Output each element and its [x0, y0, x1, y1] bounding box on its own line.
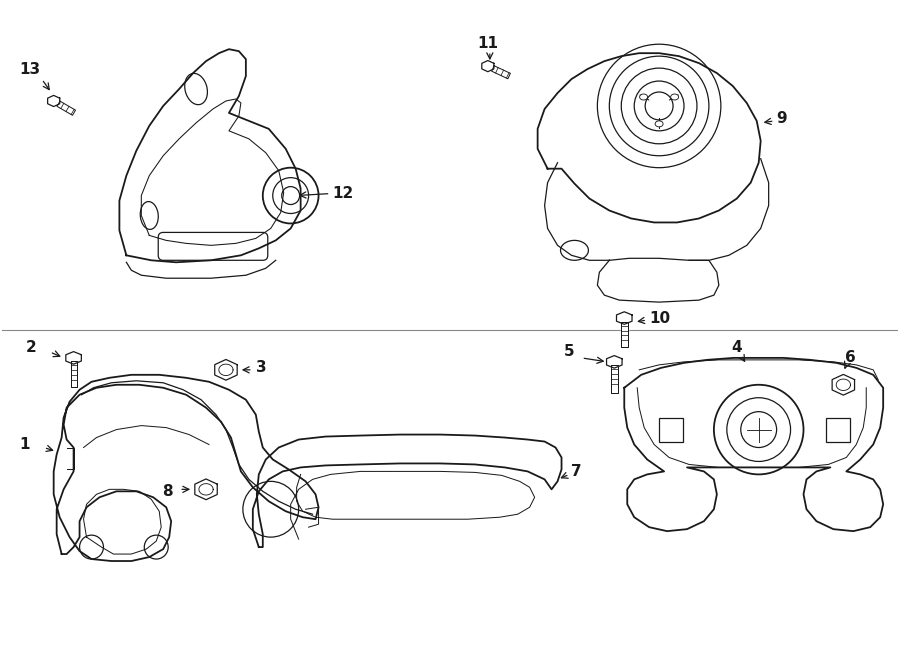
Polygon shape	[482, 61, 494, 71]
Text: 4: 4	[732, 340, 742, 356]
Polygon shape	[253, 434, 562, 547]
Polygon shape	[54, 375, 319, 561]
Polygon shape	[57, 101, 76, 115]
Polygon shape	[194, 479, 217, 500]
Text: 11: 11	[477, 36, 499, 51]
Polygon shape	[625, 358, 883, 531]
Text: 5: 5	[563, 344, 574, 360]
Polygon shape	[621, 321, 627, 348]
Text: 8: 8	[163, 484, 173, 499]
FancyBboxPatch shape	[826, 418, 850, 442]
FancyBboxPatch shape	[659, 418, 683, 442]
Text: 1: 1	[19, 437, 30, 452]
Text: 6: 6	[845, 350, 856, 366]
Polygon shape	[66, 352, 81, 364]
Polygon shape	[611, 366, 617, 393]
Text: 13: 13	[19, 61, 40, 77]
Text: 9: 9	[777, 112, 788, 126]
Polygon shape	[70, 362, 77, 387]
Polygon shape	[598, 258, 719, 302]
Ellipse shape	[640, 94, 648, 100]
Ellipse shape	[655, 121, 663, 127]
Polygon shape	[537, 53, 760, 223]
Polygon shape	[616, 312, 632, 325]
Polygon shape	[607, 356, 622, 368]
Text: 10: 10	[649, 311, 670, 326]
Polygon shape	[491, 65, 510, 79]
Text: 7: 7	[572, 464, 582, 479]
Polygon shape	[832, 374, 855, 395]
Polygon shape	[215, 360, 238, 380]
Polygon shape	[120, 49, 301, 262]
Text: 2: 2	[26, 340, 37, 356]
Text: 3: 3	[256, 360, 266, 375]
Text: 12: 12	[332, 186, 354, 201]
Ellipse shape	[670, 94, 679, 100]
Polygon shape	[126, 260, 275, 278]
Polygon shape	[48, 95, 59, 106]
